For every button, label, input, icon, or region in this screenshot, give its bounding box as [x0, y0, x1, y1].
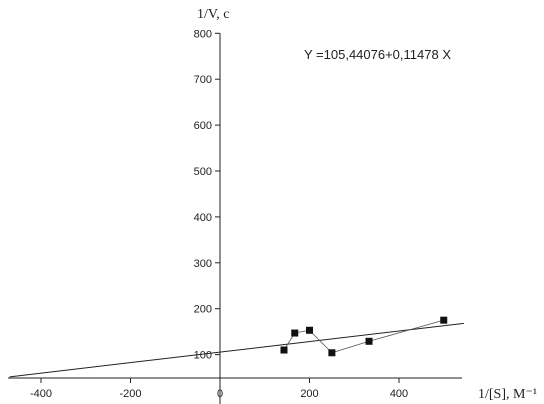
- data-point: [365, 337, 373, 345]
- fit-equation-label: Y =105,44076+0,11478 X: [304, 47, 451, 62]
- fit-line: [9, 322, 464, 378]
- x-tick-label: 0: [217, 388, 223, 400]
- data-point: [291, 329, 299, 337]
- data-point: [306, 326, 313, 334]
- data-point: [280, 346, 288, 354]
- x-tick-label: -400: [30, 388, 52, 400]
- x-axis-title: 1/[S], M⁻¹: [478, 387, 537, 402]
- x-tick-label: 400: [390, 388, 408, 400]
- data-point: [440, 316, 448, 324]
- y-tick-label: 500: [194, 166, 212, 178]
- y-tick-label: 800: [194, 28, 212, 40]
- y-tick-label: 100: [194, 350, 212, 362]
- x-tick-label: -200: [119, 388, 141, 400]
- y-axis-title: 1/V, c: [197, 7, 229, 22]
- y-tick-label: 700: [194, 74, 212, 86]
- y-tick-label: 600: [194, 120, 212, 132]
- y-tick-label: 300: [194, 258, 212, 270]
- data-point: [328, 349, 336, 357]
- y-tick-label: 200: [194, 304, 212, 316]
- series-connector-line: [283, 319, 444, 354]
- y-tick-label: 400: [194, 212, 212, 224]
- x-tick-label: 200: [300, 388, 318, 400]
